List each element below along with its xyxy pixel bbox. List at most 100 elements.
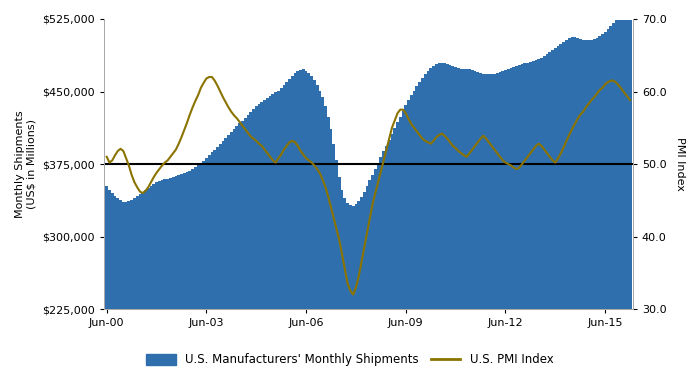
Bar <box>498 72 501 377</box>
Bar <box>349 205 352 377</box>
Bar <box>429 68 432 377</box>
Bar <box>222 141 225 377</box>
Bar <box>584 40 587 377</box>
Bar <box>457 68 460 377</box>
Bar <box>288 79 291 377</box>
Bar <box>352 205 355 377</box>
Bar <box>318 90 321 377</box>
Bar <box>615 20 617 377</box>
Bar <box>263 100 266 377</box>
Bar <box>396 123 399 377</box>
Bar <box>241 121 244 377</box>
Bar <box>487 74 490 377</box>
Bar <box>399 116 402 377</box>
Bar <box>238 123 241 377</box>
Bar <box>477 72 480 377</box>
Bar <box>260 102 263 377</box>
Bar <box>535 60 538 377</box>
Bar <box>620 20 623 377</box>
Bar <box>310 76 313 377</box>
Bar <box>463 69 466 377</box>
Bar <box>144 190 147 377</box>
Bar <box>480 73 482 377</box>
Bar <box>327 116 330 377</box>
Bar <box>371 175 374 377</box>
Bar <box>543 56 546 377</box>
Bar <box>565 40 568 377</box>
Bar <box>296 71 299 377</box>
Bar <box>304 71 307 377</box>
Bar <box>546 54 548 377</box>
Bar <box>252 109 255 377</box>
Bar <box>119 200 122 377</box>
Bar <box>321 97 324 377</box>
Bar <box>283 85 286 377</box>
Bar <box>419 82 421 377</box>
Bar <box>105 186 108 377</box>
Bar <box>385 146 388 377</box>
Bar <box>219 144 222 377</box>
Bar <box>363 192 365 377</box>
Bar <box>617 20 620 377</box>
Legend: U.S. Manufacturers' Monthly Shipments, U.S. PMI Index: U.S. Manufacturers' Monthly Shipments, U… <box>141 349 559 371</box>
Bar <box>164 179 166 377</box>
Bar <box>272 94 274 377</box>
Bar <box>405 105 407 377</box>
Bar <box>116 198 119 377</box>
Bar <box>410 95 413 377</box>
Bar <box>402 111 405 377</box>
Bar <box>490 74 493 377</box>
Bar <box>183 173 186 377</box>
Bar <box>570 37 573 377</box>
Bar <box>466 69 468 377</box>
Bar <box>421 78 424 377</box>
Bar <box>471 70 474 377</box>
Bar <box>330 129 332 377</box>
Bar <box>291 76 293 377</box>
Bar <box>568 38 570 377</box>
Bar <box>454 67 457 377</box>
Bar <box>172 176 174 377</box>
Bar <box>521 64 524 377</box>
Bar <box>302 69 304 377</box>
Bar <box>180 174 183 377</box>
Bar <box>377 163 379 377</box>
Bar <box>191 169 194 377</box>
Bar <box>139 194 141 377</box>
Bar <box>274 92 277 377</box>
Bar <box>626 20 629 377</box>
Bar <box>504 70 507 377</box>
Bar <box>244 118 246 377</box>
Bar <box>153 184 155 377</box>
Bar <box>341 190 344 377</box>
Bar <box>186 172 188 377</box>
Bar <box>529 61 532 377</box>
Bar <box>379 157 382 377</box>
Bar <box>559 44 562 377</box>
Bar <box>532 61 535 377</box>
Bar <box>551 50 554 377</box>
Bar <box>426 71 429 377</box>
Y-axis label: Monthly Shipments
(US$ in Millions): Monthly Shipments (US$ in Millions) <box>15 110 36 218</box>
Bar <box>293 73 296 377</box>
Bar <box>205 158 208 377</box>
Bar <box>235 126 238 377</box>
Bar <box>335 160 338 377</box>
Bar <box>197 165 199 377</box>
Bar <box>482 74 484 377</box>
Bar <box>598 37 601 377</box>
Bar <box>524 63 526 377</box>
Bar <box>202 161 205 377</box>
Bar <box>388 140 391 377</box>
Bar <box>211 152 214 377</box>
Bar <box>266 98 269 377</box>
Bar <box>607 29 609 377</box>
Bar <box>161 181 164 377</box>
Bar <box>368 181 371 377</box>
Bar <box>286 82 288 377</box>
Bar <box>393 128 396 377</box>
Bar <box>432 66 435 377</box>
Bar <box>515 66 518 377</box>
Bar <box>446 64 449 377</box>
Bar <box>357 201 360 377</box>
